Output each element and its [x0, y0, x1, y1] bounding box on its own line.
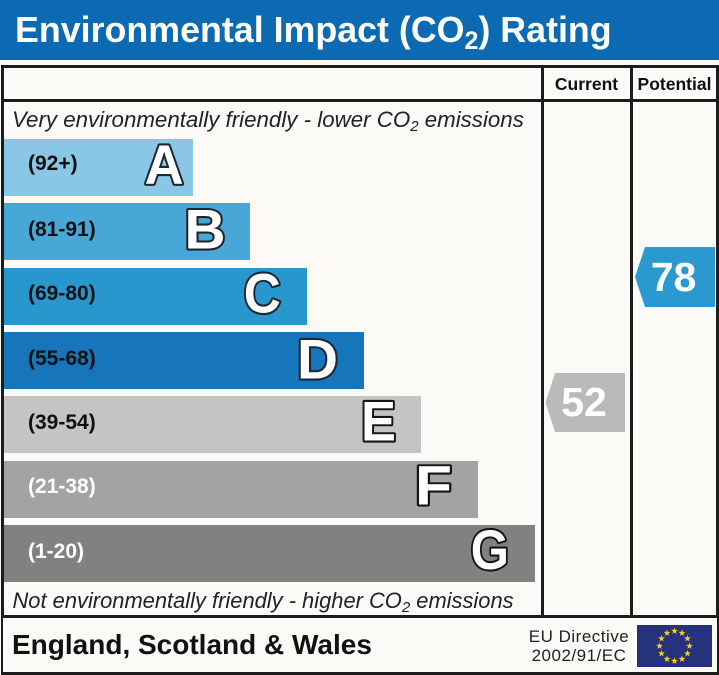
svg-text:C: C — [244, 262, 281, 325]
svg-text:52: 52 — [561, 379, 607, 425]
svg-text:78: 78 — [651, 254, 697, 300]
svg-text:G: G — [471, 518, 509, 581]
svg-text:B: B — [185, 197, 226, 260]
svg-text:D: D — [297, 327, 338, 390]
svg-text:F: F — [415, 454, 452, 517]
svg-text:E: E — [361, 390, 396, 453]
svg-text:A: A — [145, 133, 184, 196]
